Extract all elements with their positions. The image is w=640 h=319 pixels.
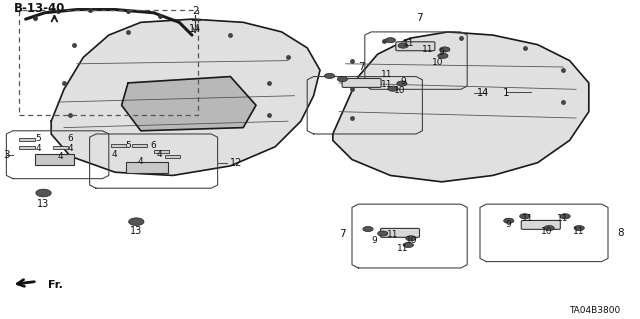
Circle shape	[337, 77, 348, 82]
Polygon shape	[122, 77, 256, 131]
Bar	[53, 146, 68, 149]
Polygon shape	[333, 32, 589, 182]
FancyBboxPatch shape	[396, 42, 435, 51]
Text: 13: 13	[130, 226, 143, 236]
Circle shape	[388, 86, 398, 91]
Text: 11: 11	[573, 227, 584, 236]
Circle shape	[324, 73, 335, 78]
Text: 4: 4	[157, 150, 163, 159]
Circle shape	[544, 226, 554, 231]
Text: 7: 7	[339, 229, 346, 240]
Text: B-13-40: B-13-40	[14, 3, 65, 15]
FancyBboxPatch shape	[521, 220, 561, 229]
Text: 4: 4	[112, 150, 118, 159]
Circle shape	[520, 214, 530, 219]
Text: 4: 4	[138, 157, 143, 166]
Text: 10: 10	[394, 86, 405, 95]
Circle shape	[397, 81, 407, 86]
Text: 9: 9	[506, 220, 511, 229]
Circle shape	[403, 242, 413, 248]
Text: Fr.: Fr.	[48, 279, 63, 290]
Circle shape	[398, 43, 408, 48]
Bar	[165, 155, 180, 158]
Text: 11: 11	[557, 214, 568, 223]
Text: 11: 11	[397, 244, 408, 253]
Text: 9: 9	[400, 77, 406, 86]
Circle shape	[363, 226, 373, 232]
Text: 2: 2	[192, 6, 198, 16]
Text: 7: 7	[416, 12, 422, 23]
Bar	[127, 162, 168, 173]
Circle shape	[385, 38, 396, 43]
Text: 11: 11	[403, 39, 415, 48]
Text: 6: 6	[150, 141, 156, 150]
Text: 5: 5	[35, 134, 41, 143]
Text: 4: 4	[67, 144, 73, 153]
Circle shape	[574, 226, 584, 231]
Circle shape	[378, 231, 388, 236]
Bar	[19, 146, 35, 149]
Circle shape	[560, 214, 570, 219]
Text: 7: 7	[358, 62, 365, 72]
Text: TA04B3800: TA04B3800	[570, 306, 621, 315]
Text: 11: 11	[422, 45, 434, 54]
Text: 12: 12	[230, 158, 243, 168]
Text: 3: 3	[3, 150, 10, 160]
Circle shape	[36, 189, 51, 197]
Text: 14: 14	[189, 24, 202, 34]
Text: 11: 11	[522, 214, 533, 223]
Text: 11: 11	[381, 80, 392, 89]
Text: 10: 10	[541, 227, 552, 236]
Circle shape	[406, 236, 416, 241]
Text: 1: 1	[502, 87, 509, 98]
Bar	[154, 150, 169, 153]
Text: 9: 9	[371, 236, 377, 245]
Text: 4: 4	[35, 144, 41, 153]
Text: 5: 5	[125, 141, 131, 150]
Text: 10: 10	[432, 58, 444, 67]
Text: 11: 11	[381, 70, 392, 79]
FancyBboxPatch shape	[380, 228, 420, 237]
Circle shape	[440, 47, 450, 52]
Text: 9: 9	[438, 48, 444, 57]
Text: 14: 14	[477, 87, 489, 98]
Circle shape	[504, 218, 514, 223]
Circle shape	[129, 218, 144, 226]
Circle shape	[438, 53, 448, 58]
Text: 13: 13	[37, 199, 50, 209]
Text: 10: 10	[406, 236, 418, 245]
Text: 4: 4	[58, 152, 63, 161]
FancyBboxPatch shape	[342, 78, 381, 87]
Bar	[35, 154, 74, 165]
Text: 8: 8	[618, 228, 624, 238]
Bar	[132, 144, 147, 147]
Polygon shape	[51, 19, 320, 175]
Bar	[19, 138, 35, 141]
Text: 6: 6	[67, 134, 73, 143]
Text: 11: 11	[387, 230, 399, 239]
Bar	[111, 144, 126, 147]
